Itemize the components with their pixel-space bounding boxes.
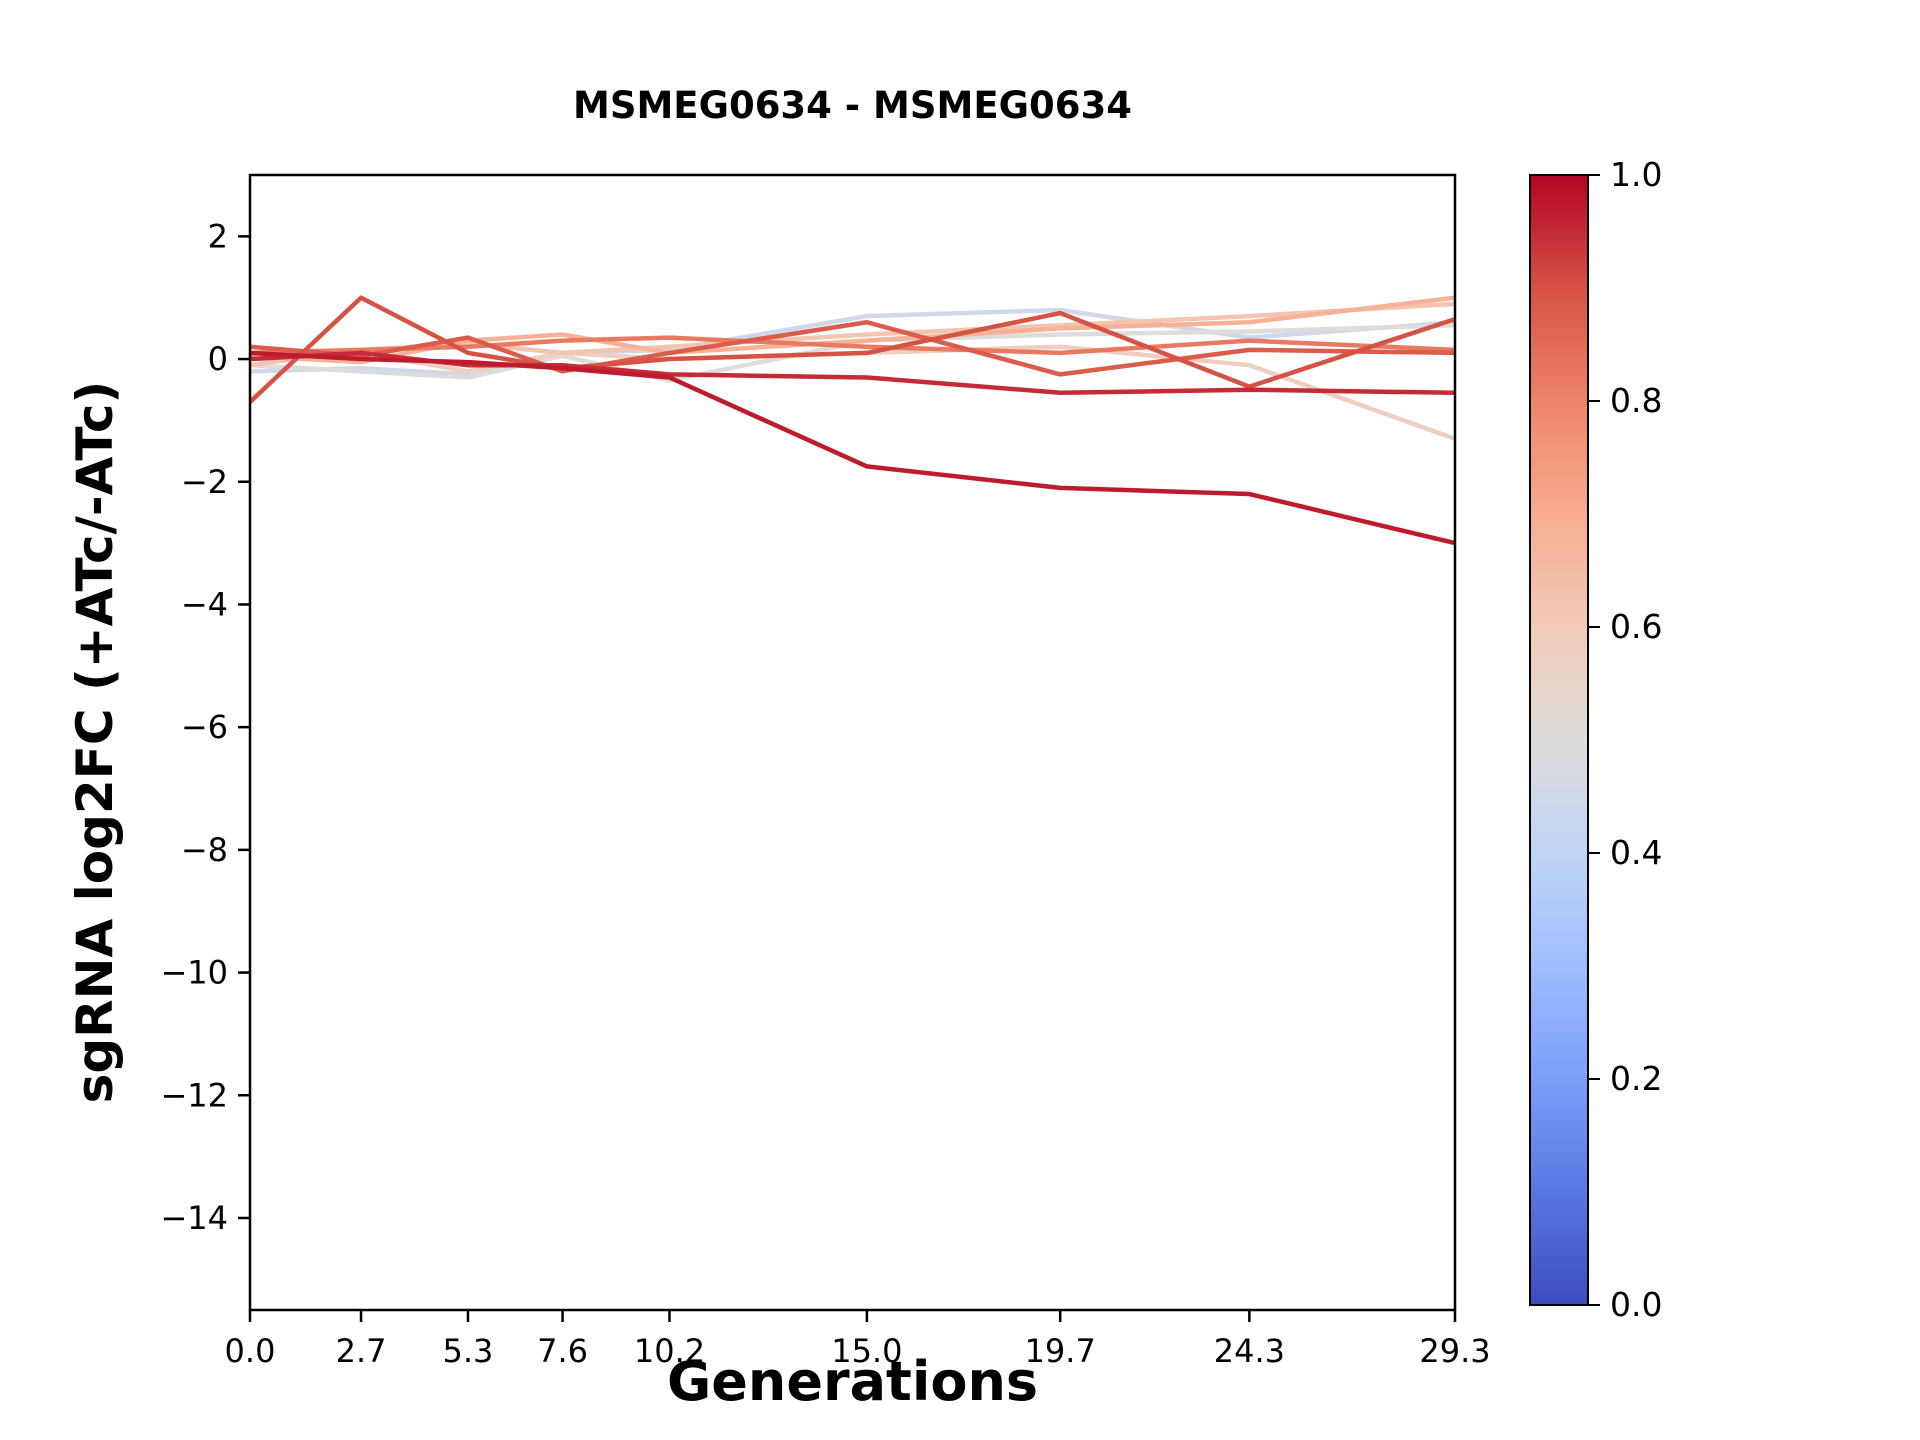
series-line-sgRNA_2 (250, 350, 1455, 396)
y-axis-ticks: 2 0 −2 −4 −6 −8 −10 −12 −14 (160, 217, 250, 1237)
colorbar-tick-label: 0.0 (1610, 1285, 1662, 1324)
y-tick-label: −8 (181, 831, 228, 869)
series-lines (250, 295, 1455, 546)
x-tick-label: 19.7 (1025, 1332, 1096, 1370)
colorbar: 0.0 0.2 0.4 0.6 0.8 1.0 (1529, 155, 1662, 1324)
y-axis-label: sgRNA log2FC (+ATc/-ATc) (66, 380, 124, 1104)
x-tick-label: 29.3 (1419, 1332, 1490, 1370)
colorbar-tick-label: 0.6 (1610, 607, 1662, 646)
chart-title: MSMEG0634 - MSMEG0634 (573, 84, 1132, 127)
series-line-sgRNA_9 (250, 307, 1455, 377)
y-tick-label: −2 (181, 463, 228, 501)
x-axis-label: Generations (666, 1350, 1039, 1413)
colorbar-tick-label: 1.0 (1610, 155, 1662, 194)
y-tick-label: −6 (181, 708, 228, 746)
x-tick-label: 10.2 (634, 1332, 705, 1370)
colorbar-tick-label: 0.4 (1610, 833, 1662, 872)
y-tick-label: 2 (208, 217, 228, 255)
x-tick-label: 0.0 (225, 1332, 276, 1370)
colorbar-tick-label: 0.8 (1610, 381, 1662, 420)
x-axis-ticks: 0.0 2.7 5.3 7.6 10.2 15.0 19.7 24.3 29.3 (225, 1310, 1491, 1370)
colorbar-bar (1529, 174, 1589, 1306)
x-tick-label: 15.0 (831, 1332, 902, 1370)
series-line-sgRNA_4 (250, 319, 1455, 377)
y-tick-label: −12 (160, 1076, 228, 1114)
x-tick-label: 5.3 (443, 1332, 494, 1370)
series-line-sgRNA_3 (250, 295, 1455, 405)
x-tick-label: 24.3 (1214, 1332, 1285, 1370)
y-tick-label: −4 (181, 585, 228, 623)
x-tick-label: 2.7 (336, 1332, 387, 1370)
y-tick-label: −10 (160, 954, 228, 992)
x-tick-label: 7.6 (537, 1332, 588, 1370)
colorbar-tick-label: 0.2 (1610, 1059, 1662, 1098)
plot-frame (248, 173, 1457, 1312)
series-line-sgRNA_1 (250, 350, 1455, 546)
y-tick-label: −14 (160, 1199, 228, 1237)
series-line-sgRNA_10 (250, 323, 1455, 383)
y-tick-label: 0 (208, 340, 228, 378)
